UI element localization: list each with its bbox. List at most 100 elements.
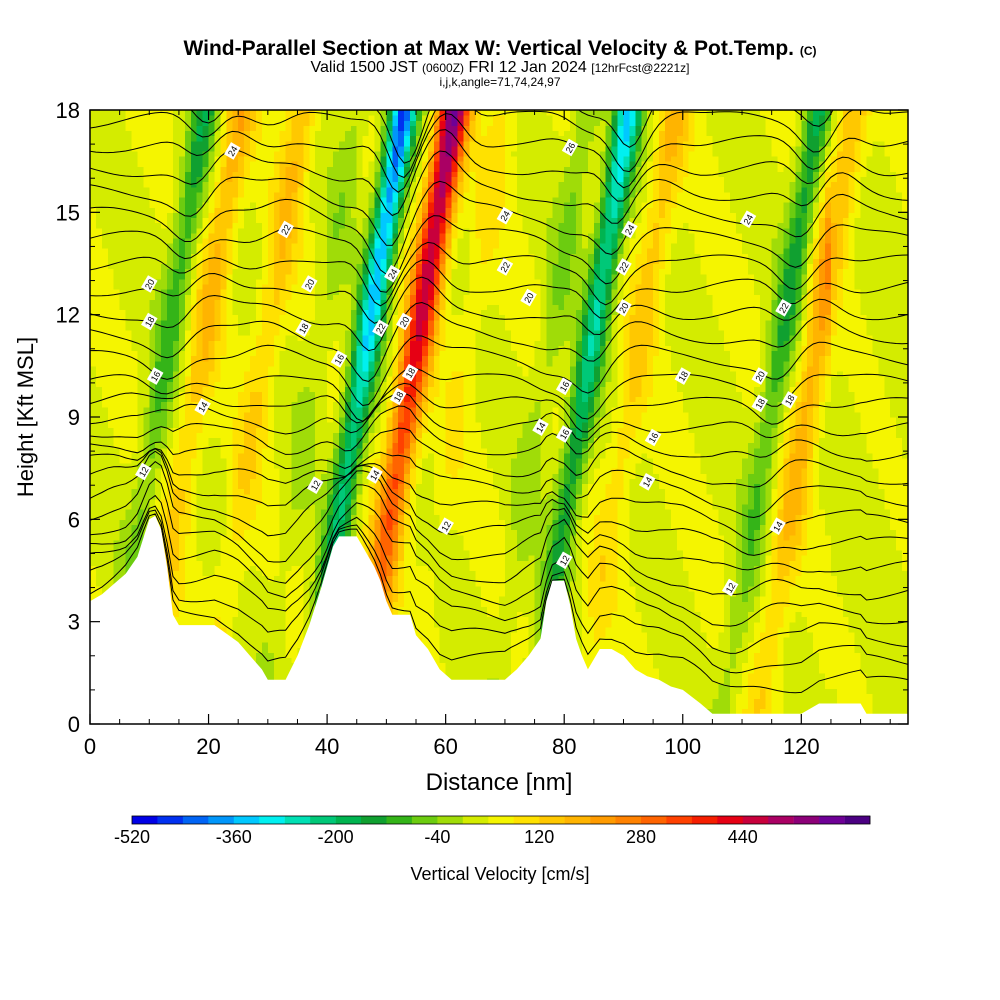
- velocity-cell: [279, 391, 287, 398]
- velocity-cell: [184, 243, 192, 249]
- velocity-cell: [303, 391, 310, 398]
- velocity-cell: [309, 529, 316, 536]
- velocity-cell: [244, 401, 251, 408]
- velocity-cell: [190, 258, 198, 265]
- velocity-cell: [321, 406, 328, 413]
- velocity-cell: [244, 345, 251, 352]
- velocity-cell: [214, 386, 221, 392]
- velocity-cell: [250, 637, 257, 643]
- velocity-cell: [119, 335, 127, 341]
- velocity-cell: [125, 294, 133, 300]
- velocity-cell: [131, 304, 138, 311]
- velocity-cell: [90, 212, 97, 218]
- velocity-cell: [250, 110, 257, 116]
- velocity-cell: [90, 222, 97, 229]
- velocity-cell: [261, 417, 269, 423]
- velocity-cell: [232, 324, 239, 331]
- velocity-cell: [178, 304, 186, 311]
- velocity-cell: [178, 401, 186, 408]
- velocity-cell: [161, 483, 168, 490]
- velocity-cell: [267, 642, 275, 648]
- velocity-cell: [107, 217, 115, 224]
- velocity-cell: [125, 539, 133, 546]
- velocity-cell: [226, 227, 233, 234]
- velocity-cell: [244, 232, 251, 239]
- velocity-cell: [155, 130, 162, 137]
- velocity-cell: [119, 340, 127, 346]
- velocity-cell: [321, 156, 328, 162]
- velocity-cell: [303, 191, 310, 198]
- velocity-cell: [190, 560, 198, 566]
- velocity-cell: [95, 140, 103, 147]
- velocity-cell: [315, 386, 322, 392]
- velocity-cell: [113, 401, 121, 408]
- velocity-cell: [273, 468, 281, 474]
- velocity-cell: [226, 534, 233, 541]
- velocity-cell: [184, 273, 192, 280]
- velocity-cell: [208, 468, 216, 474]
- velocity-cell: [178, 396, 186, 403]
- velocity-cell: [256, 519, 263, 525]
- velocity-cell: [291, 365, 298, 372]
- velocity-cell: [184, 601, 192, 607]
- velocity-cell: [267, 181, 275, 188]
- velocity-cell: [113, 197, 121, 203]
- velocity-cell: [208, 376, 216, 382]
- velocity-cell: [143, 498, 150, 505]
- velocity-cell: [113, 299, 121, 305]
- velocity-cell: [256, 330, 263, 336]
- velocity-cell: [149, 140, 156, 147]
- velocity-cell: [95, 411, 103, 418]
- velocity-cell: [273, 493, 281, 500]
- velocity-cell: [321, 212, 328, 218]
- velocity-cell: [261, 268, 269, 275]
- velocity-cell: [220, 406, 227, 413]
- velocity-cell: [119, 555, 127, 561]
- velocity-cell: [90, 299, 97, 305]
- velocity-cell: [202, 596, 210, 602]
- velocity-cell: [220, 166, 227, 172]
- velocity-cell: [184, 391, 192, 398]
- velocity-cell: [208, 222, 216, 229]
- velocity-cell: [196, 186, 204, 193]
- velocity-cell: [303, 447, 310, 454]
- velocity-cell: [279, 621, 287, 628]
- velocity-cell: [208, 181, 216, 188]
- velocity-cell: [107, 519, 115, 525]
- velocity-cell: [232, 391, 239, 398]
- velocity-cell: [214, 284, 221, 290]
- velocity-cell: [279, 427, 287, 433]
- velocity-cell: [173, 248, 180, 254]
- velocity-cell: [178, 437, 186, 444]
- velocity-cell: [273, 391, 281, 398]
- velocity-cell: [90, 391, 97, 398]
- velocity-cell: [220, 171, 227, 178]
- velocity-cell: [95, 575, 103, 582]
- velocity-cell: [90, 504, 97, 510]
- velocity-cell: [267, 253, 275, 259]
- velocity-cell: [279, 202, 287, 208]
- velocity-cell: [161, 150, 168, 157]
- velocity-cell: [131, 350, 138, 357]
- velocity-cell: [256, 442, 263, 449]
- velocity-cell: [315, 181, 322, 188]
- velocity-cell: [95, 519, 103, 525]
- velocity-cell: [309, 150, 316, 157]
- velocity-cell: [178, 550, 186, 556]
- velocity-cell: [208, 202, 216, 208]
- velocity-cell: [261, 524, 269, 531]
- velocity-cell: [226, 140, 233, 147]
- velocity-cell: [125, 483, 133, 490]
- velocity-cell: [173, 376, 180, 382]
- velocity-cell: [315, 463, 322, 469]
- velocity-cell: [178, 498, 186, 505]
- velocity-cell: [208, 145, 216, 152]
- velocity-cell: [113, 417, 121, 423]
- velocity-cell: [149, 130, 156, 137]
- velocity-cell: [238, 355, 245, 362]
- velocity-cell: [303, 370, 310, 377]
- velocity-cell: [309, 115, 316, 121]
- velocity-cell: [303, 381, 310, 387]
- velocity-cell: [101, 411, 109, 418]
- velocity-cell: [173, 457, 180, 464]
